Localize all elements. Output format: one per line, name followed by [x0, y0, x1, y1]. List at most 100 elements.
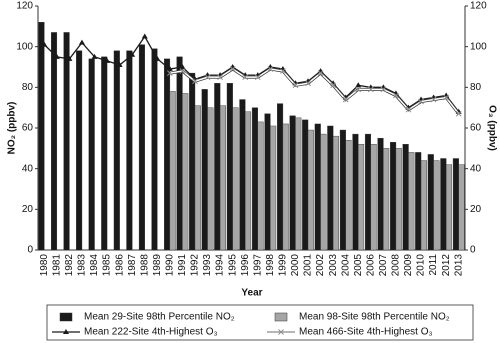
- marker: [154, 55, 161, 61]
- marker: [367, 86, 374, 93]
- bar: [452, 158, 459, 251]
- marker: [317, 70, 324, 76]
- bar: [370, 144, 377, 251]
- bar: [207, 107, 214, 251]
- bar: [352, 133, 359, 251]
- bar: [420, 160, 427, 251]
- bar: [113, 50, 120, 251]
- marker: [405, 106, 412, 113]
- bar: [402, 144, 409, 251]
- marker: [104, 57, 111, 63]
- x-tick-label: 1986: [114, 254, 125, 277]
- y-tick-label: 100: [16, 41, 33, 52]
- bar: [289, 115, 296, 251]
- bar: [320, 133, 327, 251]
- marker: [66, 55, 73, 61]
- x-tick-label: 1988: [139, 254, 150, 277]
- bar: [169, 91, 176, 251]
- bar: [182, 93, 189, 251]
- x-tick-label: 1992: [190, 254, 201, 277]
- bar: [88, 58, 95, 251]
- bar: [164, 58, 171, 251]
- x-tick-label: 2004: [340, 254, 351, 277]
- bar: [201, 89, 208, 251]
- legend-swatch: [59, 312, 73, 322]
- x-tick-label: 2000: [290, 254, 301, 277]
- y2-tick-label: 80: [470, 82, 482, 93]
- y2-tick-label: 120: [470, 1, 487, 12]
- bar: [270, 125, 277, 251]
- bar: [138, 44, 145, 251]
- bar: [440, 158, 447, 251]
- bar: [383, 148, 390, 251]
- x-tick-label: 2010: [416, 254, 427, 277]
- y-tick-label: 60: [22, 123, 34, 134]
- bar: [126, 50, 133, 251]
- x-tick-label: 1981: [51, 254, 62, 277]
- marker: [430, 96, 437, 103]
- marker: [141, 33, 148, 39]
- y2-tick-label: 100: [470, 41, 487, 52]
- bar: [339, 129, 346, 251]
- bar: [50, 32, 58, 251]
- bar: [214, 83, 221, 251]
- marker: [78, 39, 85, 45]
- x-tick-label: 1993: [202, 254, 213, 277]
- bar: [176, 56, 183, 251]
- marker: [393, 92, 399, 99]
- marker: [166, 66, 173, 72]
- x-tick-label: 2006: [365, 254, 376, 277]
- marker: [355, 86, 362, 93]
- marker: [179, 68, 186, 74]
- bar: [277, 103, 284, 251]
- legend-label: Mean 222-Site 4th-Highest O₃: [84, 327, 218, 338]
- marker: [204, 74, 211, 81]
- bar: [433, 160, 440, 251]
- x-tick-label: 2001: [303, 254, 314, 277]
- marker: [418, 98, 424, 105]
- marker: [455, 110, 462, 117]
- bar: [101, 56, 108, 251]
- marker: [342, 96, 349, 103]
- bar: [345, 139, 352, 251]
- bar: [76, 50, 83, 251]
- x-tick-label: 1982: [64, 254, 75, 277]
- x-tick-label: 2009: [403, 254, 414, 277]
- x-tick-label: 2002: [315, 254, 326, 277]
- x-tick-label: 1989: [152, 254, 163, 277]
- marker: [278, 329, 284, 335]
- x-tick-label: 1991: [177, 254, 188, 277]
- marker: [292, 82, 299, 89]
- bar: [314, 123, 321, 251]
- y-tick-label: 40: [22, 163, 34, 174]
- x-tick-label: 1994: [215, 254, 226, 277]
- y-axis-label: NO₂ (ppbv): [7, 102, 18, 155]
- y2-tick-label: 0: [470, 245, 476, 256]
- marker: [330, 82, 336, 89]
- marker: [443, 94, 450, 101]
- marker: [63, 329, 69, 334]
- bar: [327, 125, 334, 251]
- x-tick-label: 1998: [265, 254, 276, 277]
- marker: [355, 82, 362, 88]
- bar: [38, 22, 45, 251]
- marker: [380, 86, 387, 93]
- x-tick-label: 2003: [328, 254, 339, 277]
- x-tick-label: 1995: [227, 254, 238, 277]
- bar: [390, 142, 397, 251]
- bar: [264, 113, 271, 251]
- bar: [151, 48, 158, 251]
- x-tick-label: 1996: [240, 254, 251, 277]
- bar: [332, 135, 339, 251]
- legend-box: [46, 304, 474, 341]
- y-tick-label: 80: [22, 82, 34, 93]
- x-tick-label: 2013: [453, 254, 464, 277]
- legend-label: Mean 98-Site 98th Percentile NO₂: [299, 312, 450, 323]
- bar: [427, 154, 434, 251]
- y-tick-label: 20: [22, 204, 34, 215]
- y2-axis-label: O₃ (ppbv): [486, 105, 497, 151]
- bar: [232, 107, 239, 251]
- x-tick-label: 1990: [165, 254, 176, 277]
- bar: [415, 152, 422, 251]
